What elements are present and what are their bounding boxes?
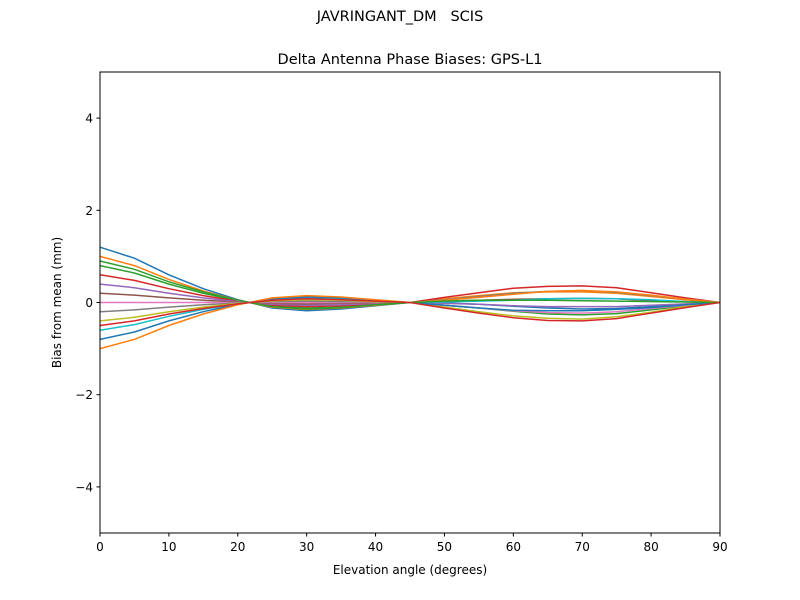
series-lines <box>99 246 721 350</box>
series-line-14 <box>99 298 721 327</box>
y-tick-label: −2 <box>75 388 93 402</box>
x-axis: 0 10 20 30 40 50 60 70 80 90 <box>96 533 728 554</box>
y-axis: −4 −2 0 2 4 <box>75 112 100 494</box>
x-tick-label: 10 <box>161 540 176 554</box>
x-tick-label: 30 <box>299 540 314 554</box>
y-tick-label: 2 <box>85 204 93 218</box>
x-axis-label: Elevation angle (degrees) <box>333 563 487 577</box>
figure-suptitle: JAVRINGANT_DM SCIS <box>316 9 484 25</box>
x-tick-label: 90 <box>712 540 727 554</box>
x-tick-label: 80 <box>643 540 658 554</box>
y-tick-label: 4 <box>85 112 93 126</box>
x-tick-label: 60 <box>506 540 521 554</box>
x-tick-label: 20 <box>230 540 245 554</box>
x-tick-label: 70 <box>575 540 590 554</box>
y-tick-label: −4 <box>75 480 93 494</box>
x-tick-label: 40 <box>368 540 383 554</box>
y-axis-label: Bias from mean (mm) <box>50 237 64 368</box>
chart-title: Delta Antenna Phase Biases: GPS-L1 <box>278 52 543 68</box>
x-tick-label: 50 <box>437 540 452 554</box>
x-tick-label: 0 <box>96 540 104 554</box>
y-tick-label: 0 <box>85 296 93 310</box>
